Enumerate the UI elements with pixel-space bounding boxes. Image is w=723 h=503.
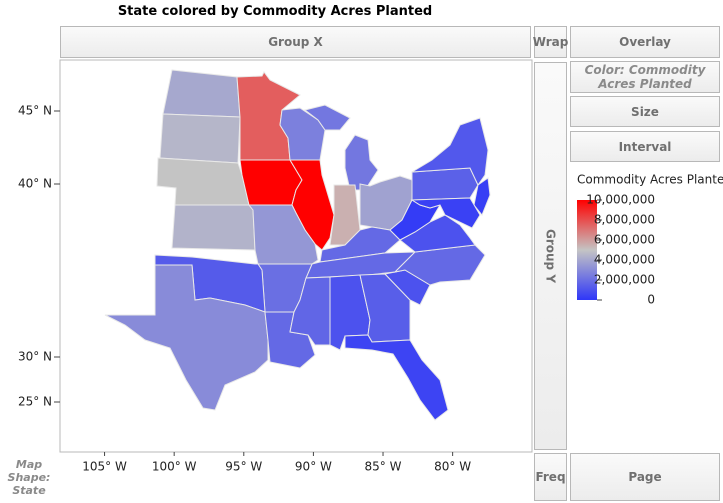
color-tick-label: 6,000,000 bbox=[594, 233, 655, 247]
x-tick-label: 80° W bbox=[434, 460, 471, 474]
color-bar bbox=[577, 200, 597, 300]
x-tick-label: 100° W bbox=[152, 460, 197, 474]
overlay-zone[interactable]: Overlay bbox=[570, 26, 720, 58]
x-tick-label: 85° W bbox=[365, 460, 402, 474]
x-tick-label: 90° W bbox=[295, 460, 332, 474]
state-region bbox=[303, 104, 351, 131]
color-tick-label: 0 bbox=[647, 293, 655, 307]
y-tick-label: 45° N bbox=[18, 104, 52, 118]
state-region bbox=[411, 117, 489, 186]
state-region bbox=[410, 197, 481, 229]
size-zone[interactable]: Size bbox=[570, 96, 720, 127]
state-region bbox=[171, 204, 256, 251]
state-region bbox=[344, 134, 379, 191]
freq-zone[interactable]: Freq bbox=[534, 453, 567, 501]
y-tick-label: 40° N bbox=[18, 177, 52, 191]
y-tick-label: 25° N bbox=[18, 395, 52, 409]
wrap-zone[interactable]: Wrap bbox=[533, 26, 568, 58]
y-tick-label: 30° N bbox=[18, 350, 52, 364]
color-zone[interactable]: Color: Commodity Acres Planted bbox=[570, 61, 720, 93]
interval-zone[interactable]: Interval bbox=[570, 131, 720, 162]
color-tick-label: 8,000,000 bbox=[594, 213, 655, 227]
state-region bbox=[104, 264, 269, 411]
x-tick-label: 95° W bbox=[225, 460, 262, 474]
legend-title: Commodity Acres Planted bbox=[577, 173, 723, 187]
x-tick-label: 105° W bbox=[82, 460, 127, 474]
page-zone[interactable]: Page bbox=[570, 453, 720, 501]
state-region bbox=[162, 69, 241, 118]
group-y-zone[interactable]: Group Y bbox=[534, 62, 567, 450]
color-tick-label: 10,000,000 bbox=[586, 193, 655, 207]
color-tick-label: 2,000,000 bbox=[594, 273, 655, 287]
chart-title: State colored by Commodity Acres Planted bbox=[117, 4, 433, 19]
state-region bbox=[473, 177, 491, 216]
state-region bbox=[159, 113, 241, 164]
state-region bbox=[239, 159, 303, 206]
group-x-zone[interactable]: Group X bbox=[60, 26, 531, 58]
map-shape-zone[interactable]: Map Shape: State bbox=[7, 458, 51, 497]
state-region bbox=[344, 334, 449, 421]
state-region bbox=[247, 204, 319, 265]
color-tick-label: 4,000,000 bbox=[594, 253, 655, 267]
state-region bbox=[411, 167, 479, 201]
